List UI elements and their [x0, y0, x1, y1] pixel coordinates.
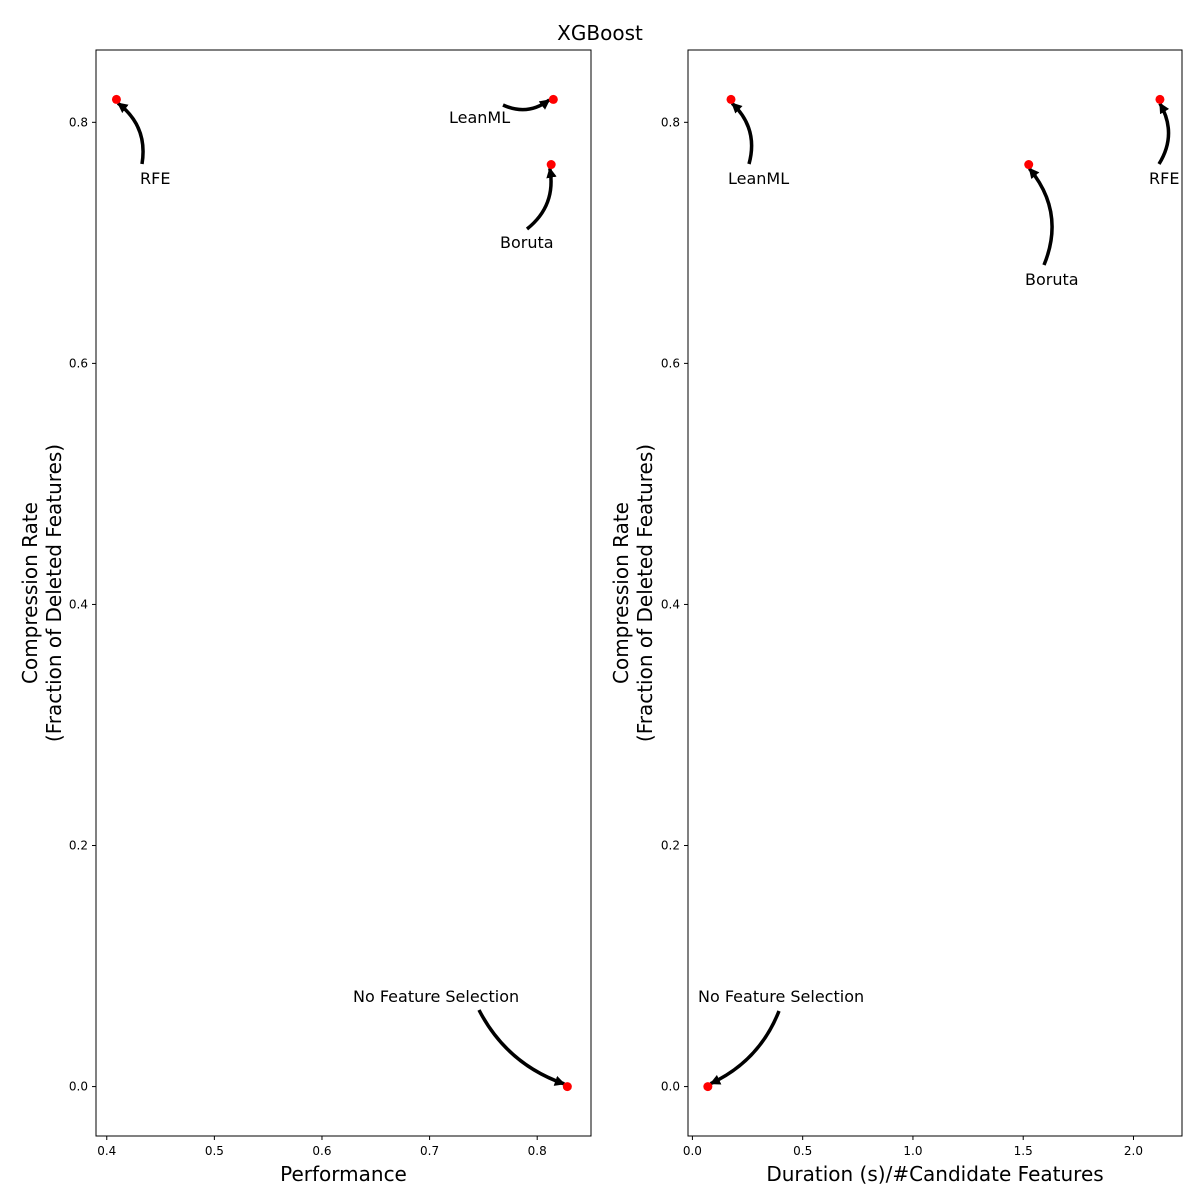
annotation-arrow [116, 101, 145, 165]
x-tick-label: 0.6 [312, 1144, 331, 1158]
duration-panel: 0.0 0.5 1.0 1.5 2.0 0.0 0.2 0.4 0.6 0.8 Duration (… [609, 49, 1183, 1186]
y-axis-label: (Fraction of Deleted Features) [633, 444, 657, 742]
data-point [111, 94, 121, 104]
data-point [703, 1082, 713, 1092]
x-tick-label: 1.5 [1014, 1144, 1033, 1158]
data-point [562, 1082, 572, 1092]
point-label: Boruta [1025, 270, 1079, 289]
y-tick-label: 0.2 [69, 839, 88, 853]
annotation-arrow [709, 1010, 781, 1086]
y-tick-label: 0.2 [661, 839, 680, 853]
point-label: Boruta [500, 233, 554, 252]
annotation-arrow [1157, 102, 1171, 165]
point-label: LeanML [728, 169, 789, 188]
y-tick-label: 0.0 [69, 1080, 88, 1094]
data-point [548, 94, 558, 104]
data-point [546, 160, 556, 170]
y-tick-label: 0.8 [661, 115, 680, 129]
axes-frame [687, 49, 1183, 1137]
x-tick-label: 0.5 [205, 1144, 224, 1158]
annotation-arrow [1027, 167, 1054, 266]
y-tick-label: 0.6 [69, 356, 88, 370]
y-axis-label: Compression Rate [18, 502, 42, 684]
annotation-arrow [502, 98, 551, 112]
y-tick-label: 0.4 [661, 597, 680, 611]
y-axis-label: Compression Rate [609, 502, 633, 684]
x-tick-label: 0.5 [793, 1144, 812, 1158]
y-tick-label: 0.6 [661, 356, 680, 370]
annotation-arrow [525, 167, 557, 231]
x-tick-label: 0.7 [420, 1144, 439, 1158]
point-label: LeanML [449, 108, 510, 127]
y-tick-label: 0.0 [661, 1080, 680, 1094]
y-axis-label: (Fraction of Deleted Features) [42, 444, 66, 742]
figure-title: XGBoost [557, 21, 643, 45]
annotation-arrow [730, 102, 754, 165]
data-point [726, 94, 736, 104]
x-tick-label: 2.0 [1124, 1144, 1143, 1158]
data-point [1024, 160, 1034, 170]
x-tick-label: 1.0 [903, 1144, 922, 1158]
y-tick-label: 0.8 [69, 115, 88, 129]
data-point [1155, 94, 1165, 104]
x-tick-label: 0.4 [97, 1144, 116, 1158]
axes-frame [95, 49, 592, 1137]
x-axis-label: Duration (s)/#Candidate Features [766, 1162, 1103, 1186]
x-tick-label: 0.0 [683, 1144, 702, 1158]
point-label: RFE [1149, 169, 1179, 188]
x-tick-label: 0.8 [528, 1144, 547, 1158]
y-tick-label: 0.4 [69, 597, 88, 611]
point-label: RFE [140, 169, 170, 188]
x-axis-label: Performance [280, 1162, 407, 1186]
point-label: No Feature Selection [353, 987, 519, 1006]
point-label: No Feature Selection [698, 987, 864, 1006]
performance-panel: 0.4 0.5 0.6 0.7 0.8 0.0 0.2 0.4 0.6 0.8 Performanc… [18, 49, 592, 1186]
annotation-arrow [477, 1009, 566, 1086]
